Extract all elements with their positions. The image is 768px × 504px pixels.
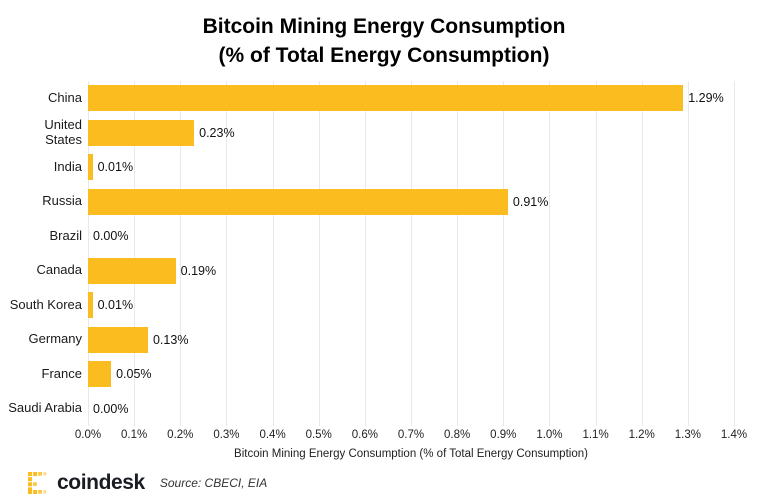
chart-row-brazil: Brazil 0.00% bbox=[0, 219, 768, 254]
bar-track-saudi-arabia: 0.00% bbox=[88, 396, 734, 422]
bar-value-label-india: 0.01% bbox=[97, 160, 134, 175]
bar-value-label-brazil: 0.00% bbox=[93, 229, 129, 244]
gridline bbox=[318, 80, 320, 426]
x-tick-label: 0.0% bbox=[74, 428, 102, 441]
chart-title-line2: (% of Total Energy Consumption) bbox=[218, 43, 550, 67]
x-axis-title: Bitcoin Mining Energy Consumption (% of … bbox=[234, 447, 588, 460]
x-tick-label: 1.2% bbox=[628, 428, 655, 441]
chart-row-canada: Canada 0.19% bbox=[0, 253, 768, 288]
bar-china bbox=[88, 85, 684, 112]
bar-russia bbox=[88, 188, 508, 215]
category-label-china: China bbox=[48, 89, 82, 105]
gridline bbox=[595, 80, 597, 426]
bar-value-label-france: 0.05% bbox=[116, 367, 152, 382]
bar-value-label-saudi-arabia: 0.00% bbox=[93, 401, 129, 416]
chart-title-line1: Bitcoin Mining Energy Consumption bbox=[202, 15, 566, 38]
bar-value-label-canada: 0.19% bbox=[180, 263, 217, 278]
x-tick-label: 1.0% bbox=[536, 428, 563, 441]
gridline bbox=[180, 80, 182, 426]
chart-row-saudi-arabia: Saudi Arabia 0.00% bbox=[0, 391, 768, 426]
gridline bbox=[364, 80, 366, 426]
gridline bbox=[687, 80, 689, 426]
category-label-russia: Russia bbox=[42, 193, 82, 209]
bar-germany bbox=[88, 326, 148, 353]
bar-track-brazil: 0.00% bbox=[88, 223, 734, 249]
gridline bbox=[641, 80, 643, 426]
x-tick-label: 0.1% bbox=[121, 428, 148, 441]
chart-row-russia: Russia 0.91% bbox=[0, 184, 768, 219]
category-label-india: India bbox=[53, 158, 82, 174]
bar-value-label-china: 1.29% bbox=[688, 91, 724, 106]
gridline bbox=[411, 80, 412, 426]
x-tick-label: 0.2% bbox=[167, 428, 194, 441]
gridline bbox=[734, 80, 735, 426]
chart-rows: China 1.29% United States 0.23% India 0.01% Ru… bbox=[0, 81, 768, 426]
bar-india bbox=[88, 154, 93, 181]
x-tick-label: 0.6% bbox=[351, 428, 378, 441]
category-label-germany: Germany bbox=[28, 331, 82, 347]
chart-row-china: China 1.29% bbox=[0, 81, 768, 116]
gridline bbox=[226, 80, 228, 426]
x-tick-label: 0.4% bbox=[259, 428, 286, 441]
bar-chart: China 1.29% United States 0.23% India 0.01% Ru… bbox=[0, 80, 768, 460]
bar-value-label-south-korea: 0.01% bbox=[97, 298, 134, 313]
x-tick-label: 0.5% bbox=[305, 428, 332, 441]
bar-france bbox=[88, 361, 112, 388]
x-tick-label: 1.1% bbox=[582, 428, 609, 441]
brand-wordmark: coindesk bbox=[57, 470, 145, 494]
bar-value-label-russia: 0.91% bbox=[512, 194, 549, 209]
source-text: Source: CBECI, EIA bbox=[159, 475, 268, 490]
bar-value-label-united-states: 0.23% bbox=[199, 125, 235, 140]
gridline bbox=[457, 80, 459, 426]
chart-row-france: France 0.05% bbox=[0, 357, 768, 392]
bar-track-china: 1.29% bbox=[88, 85, 734, 112]
bar-track-united-states: 0.23% bbox=[88, 119, 734, 146]
bar-value-label-germany: 0.13% bbox=[152, 332, 189, 347]
bar-track-canada: 0.19% bbox=[88, 257, 734, 284]
category-label-canada: Canada bbox=[36, 262, 82, 278]
gridline bbox=[272, 80, 274, 426]
category-label-united-states: United States bbox=[44, 117, 82, 147]
bar-south-korea bbox=[88, 292, 93, 319]
chart-row-united-states: United States 0.23% bbox=[0, 115, 768, 150]
gridline bbox=[134, 80, 136, 426]
chart-row-india: India 0.01% bbox=[0, 150, 768, 185]
gridline bbox=[88, 80, 89, 426]
footer: coindesk Source: CBECI, EIA bbox=[0, 470, 768, 496]
x-tick-label: 1.4% bbox=[720, 428, 748, 441]
bar-united-states bbox=[88, 119, 195, 146]
coindesk-logo-icon bbox=[28, 471, 47, 494]
gridlines bbox=[88, 80, 735, 426]
bar-track-france: 0.05% bbox=[88, 361, 734, 388]
category-label-saudi-arabia: Saudi Arabia bbox=[8, 400, 82, 416]
bar-canada bbox=[88, 257, 176, 284]
gridline bbox=[503, 80, 505, 426]
category-label-brazil: Brazil bbox=[49, 227, 82, 243]
category-label-south-korea: South Korea bbox=[9, 296, 82, 312]
chart-title: Bitcoin Mining Energy Consumption (% of … bbox=[0, 0, 768, 71]
gridline bbox=[549, 80, 551, 426]
x-tick-label: 0.9% bbox=[490, 428, 517, 441]
chart-row-germany: Germany 0.13% bbox=[0, 322, 768, 357]
bar-track-india: 0.01% bbox=[88, 154, 734, 181]
x-tick-label: 0.3% bbox=[213, 428, 240, 441]
x-tick-label: 0.7% bbox=[397, 428, 425, 441]
x-tick-label: 0.8% bbox=[444, 428, 471, 441]
bar-track-russia: 0.91% bbox=[88, 188, 734, 215]
bar-track-south-korea: 0.01% bbox=[88, 292, 734, 319]
x-axis: 0.0% 0.1% 0.2% 0.3% 0.4% 0.5% 0.6% 0.7% 0.8% 0.9%… bbox=[75, 428, 747, 444]
bar-track-germany: 0.13% bbox=[88, 326, 734, 353]
x-tick-label: 1.3% bbox=[674, 428, 701, 441]
category-label-france: France bbox=[41, 365, 82, 381]
chart-row-south-korea: South Korea 0.01% bbox=[0, 288, 768, 323]
